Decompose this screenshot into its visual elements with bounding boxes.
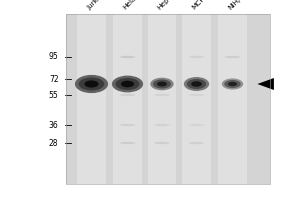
Ellipse shape	[222, 78, 243, 90]
Bar	[66, 14, 270, 184]
Ellipse shape	[120, 56, 135, 58]
Ellipse shape	[154, 142, 170, 144]
Ellipse shape	[112, 76, 143, 92]
Text: NIH/3T3: NIH/3T3	[227, 0, 252, 11]
Ellipse shape	[85, 80, 98, 88]
Ellipse shape	[120, 142, 135, 144]
Ellipse shape	[189, 124, 204, 126]
Ellipse shape	[189, 56, 204, 58]
Text: 55: 55	[49, 90, 58, 99]
Text: 95: 95	[49, 52, 58, 61]
Text: 36: 36	[49, 120, 58, 130]
Ellipse shape	[187, 79, 206, 89]
Polygon shape	[257, 78, 274, 90]
Text: MCF-7: MCF-7	[191, 0, 211, 11]
Ellipse shape	[157, 82, 167, 86]
Ellipse shape	[225, 56, 240, 58]
Bar	[66, 14, 270, 184]
Ellipse shape	[228, 82, 237, 86]
Ellipse shape	[154, 94, 170, 96]
Ellipse shape	[116, 78, 140, 90]
Bar	[148, 14, 176, 184]
Ellipse shape	[224, 80, 241, 88]
Ellipse shape	[153, 79, 171, 88]
Bar	[218, 14, 247, 184]
Ellipse shape	[189, 94, 204, 96]
Text: HepG2: HepG2	[156, 0, 178, 11]
Ellipse shape	[150, 78, 174, 90]
Text: Hela: Hela	[122, 0, 138, 11]
Ellipse shape	[189, 142, 204, 144]
Ellipse shape	[191, 81, 202, 87]
Bar	[182, 14, 211, 184]
Ellipse shape	[120, 124, 135, 126]
Ellipse shape	[184, 77, 209, 91]
Ellipse shape	[79, 77, 104, 90]
Ellipse shape	[120, 94, 135, 96]
Ellipse shape	[75, 75, 108, 93]
Ellipse shape	[121, 81, 134, 87]
Text: 72: 72	[49, 74, 58, 84]
Ellipse shape	[154, 124, 170, 126]
Text: 28: 28	[49, 138, 58, 147]
Text: Jurkat: Jurkat	[86, 0, 105, 11]
Bar	[77, 14, 106, 184]
Bar	[113, 14, 142, 184]
